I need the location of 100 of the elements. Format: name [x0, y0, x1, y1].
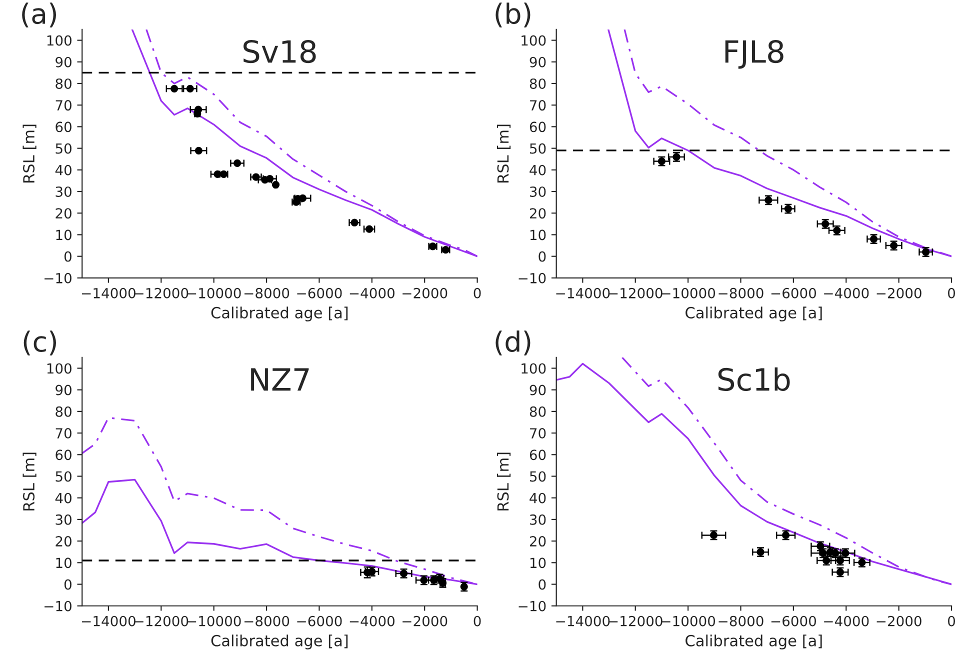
y-tick-label: 50 — [56, 471, 72, 482]
x-tick-label: −6000 — [297, 288, 342, 298]
point — [266, 174, 274, 183]
x-tick-label: −14000 — [556, 288, 610, 298]
y-tick-label: 50 — [530, 471, 546, 482]
x-tick-label: −6000 — [771, 288, 816, 298]
y-tick-label: −10 — [518, 272, 546, 284]
y-tick-label: 100 — [47, 35, 72, 46]
x-tick-label: −4000 — [824, 616, 869, 626]
x-tick-label: 0 — [474, 616, 481, 626]
x-tick-label: −8000 — [718, 616, 764, 626]
y-tick-label: 0 — [538, 579, 546, 590]
y-tick-label: 50 — [530, 143, 546, 154]
y-tick-label: 80 — [530, 78, 546, 89]
y-tick-label: 10 — [530, 558, 546, 568]
x-tick-label: −2000 — [402, 288, 448, 298]
y-tick-label: 0 — [538, 251, 546, 262]
x-axis-title: Calibrated age [a] — [211, 634, 348, 650]
text: (b) — [496, 2, 530, 28]
chart-title: Sv18 — [244, 40, 316, 64]
x-tick-label: 0 — [948, 288, 956, 298]
y-axis-title: RSL [m] — [496, 452, 511, 510]
y-tick-label: 20 — [56, 208, 72, 219]
y-tick-label: 60 — [56, 450, 72, 460]
x-tick-label: −12000 — [134, 616, 188, 626]
y-tick-label: 40 — [530, 492, 546, 504]
x-tick-label: −2000 — [402, 616, 448, 626]
x-tick-label: 0 — [474, 288, 481, 298]
point — [194, 146, 203, 154]
y-tick-label: 40 — [55, 492, 72, 504]
x-tick-label: −2000 — [876, 616, 922, 626]
y-tick-label: 100 — [522, 363, 546, 374]
x-axis-title: Calibrated age [a] — [686, 634, 822, 650]
text: (c) — [24, 330, 56, 356]
point — [186, 84, 194, 92]
x-tick-label: −6000 — [771, 616, 816, 626]
point — [350, 218, 358, 226]
x-tick-label: −8000 — [718, 288, 764, 298]
x-tick-label: −14000 — [82, 288, 136, 298]
x-tick-label: −6000 — [297, 616, 342, 626]
x-tick-label: −4000 — [824, 288, 869, 298]
chart-title: NZ7 — [251, 368, 309, 391]
y-tick-label: 60 — [530, 450, 546, 460]
x-tick-label: −14000 — [82, 616, 136, 626]
y-tick-label: 70 — [56, 100, 72, 111]
x-tick-label: −4000 — [350, 288, 394, 298]
y-tick-label: 30 — [530, 514, 546, 525]
x-axis-title: Calibrated age [a] — [686, 306, 822, 322]
x-tick-label: −10000 — [662, 288, 716, 298]
x-tick-label: −10000 — [662, 616, 716, 626]
y-tick-label: 90 — [530, 384, 546, 396]
point — [298, 194, 307, 202]
x-tick-label: −10000 — [187, 288, 241, 298]
x-tick-label: −10000 — [187, 616, 241, 626]
x-axis-title: Calibrated age [a] — [211, 306, 348, 322]
y-tick-label: 80 — [530, 406, 546, 417]
y-tick-label: 30 — [56, 186, 72, 197]
x-tick-label: −8000 — [244, 616, 290, 626]
point — [214, 170, 222, 178]
y-tick-label: 70 — [530, 100, 546, 111]
y-tick-label: 90 — [56, 56, 72, 68]
y-tick-label: 10 — [56, 558, 72, 568]
y-tick-label: 10 — [56, 230, 72, 240]
x-tick-label: −8000 — [244, 288, 290, 298]
x-tick-label: −2000 — [876, 288, 922, 298]
x-tick-label: −12000 — [608, 288, 662, 298]
y-tick-label: 70 — [56, 428, 72, 439]
y-axis-title: RSL [m] — [22, 124, 36, 182]
y-tick-label: 20 — [530, 536, 546, 547]
y-tick-label: 60 — [530, 122, 546, 132]
y-tick-label: 100 — [522, 35, 546, 46]
point — [170, 84, 178, 92]
y-tick-label: 80 — [56, 406, 72, 417]
text: (a) — [22, 2, 56, 28]
point — [233, 159, 242, 168]
x-tick-label: −14000 — [556, 616, 610, 626]
y-tick-label: 0 — [64, 579, 72, 590]
chart-title: FJL8 — [725, 40, 784, 69]
y-tick-label: 90 — [530, 56, 546, 68]
y-axis-title: RSL [m] — [496, 124, 511, 182]
x-tick-label: −4000 — [350, 616, 394, 626]
y-axis-title: RSL [m] — [22, 452, 36, 510]
x-tick-label: −12000 — [134, 288, 188, 298]
y-tick-label: 100 — [47, 363, 72, 374]
y-tick-label: 40 — [55, 164, 72, 176]
y-tick-label: 30 — [56, 514, 72, 525]
y-tick-label: 40 — [530, 164, 546, 176]
y-tick-label: −10 — [44, 272, 72, 284]
y-tick-label: 10 — [530, 230, 546, 240]
y-tick-label: 30 — [530, 186, 546, 197]
y-tick-label: 0 — [64, 251, 72, 262]
y-tick-label: 80 — [56, 78, 72, 89]
y-tick-label: 90 — [56, 384, 72, 396]
text: (d) — [496, 330, 530, 356]
y-tick-label: 50 — [56, 143, 72, 154]
point — [365, 225, 374, 233]
y-tick-label: −10 — [44, 600, 72, 612]
x-tick-label: −12000 — [608, 616, 662, 626]
x-tick-label: 0 — [948, 616, 956, 626]
y-tick-label: 70 — [530, 428, 546, 439]
